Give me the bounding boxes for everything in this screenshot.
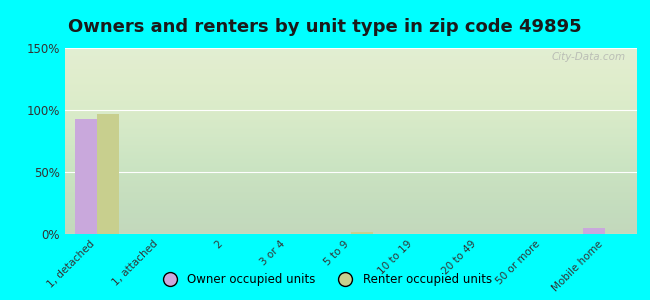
Text: City-Data.com: City-Data.com: [551, 52, 625, 62]
Bar: [351, 232, 373, 234]
Text: Owners and renters by unit type in zip code 49895: Owners and renters by unit type in zip c…: [68, 18, 582, 36]
Bar: [583, 228, 605, 234]
Bar: [97, 114, 119, 234]
Legend: Owner occupied units, Renter occupied units: Owner occupied units, Renter occupied un…: [153, 269, 497, 291]
Bar: [75, 119, 97, 234]
